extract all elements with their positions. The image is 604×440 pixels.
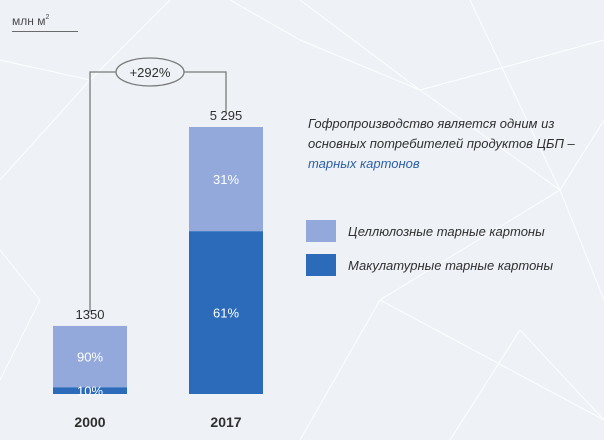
bar-label-2017-cellulose: 31% <box>213 172 239 187</box>
bar-label-2000-recycled: 10% <box>77 384 103 399</box>
description-note: Гофропроизводство является одним из осно… <box>308 114 598 174</box>
legend: Целлюлозные тарные картоны Макулатурные … <box>306 220 553 288</box>
legend-label-recycled: Макулатурные тарные картоны <box>348 257 554 273</box>
legend-swatch-cellulose <box>306 220 336 242</box>
legend-label-cellulose: Целлюлозные тарные картоны <box>348 223 545 239</box>
bar-segment-2000-recycled <box>53 387 127 394</box>
legend-item-recycled: Макулатурные тарные картоны <box>306 254 553 276</box>
bar-segment-2017-recycled <box>189 231 263 394</box>
bar-segment-2000-cellulose <box>53 325 127 388</box>
growth-badge <box>115 57 185 87</box>
bar-total-2000: 1350 <box>76 307 105 322</box>
bar-label-2017-recycled: 61% <box>213 306 239 321</box>
legend-item-cellulose: Целлюлозные тарные картоны <box>306 220 553 242</box>
growth-label: +292% <box>130 65 171 80</box>
legend-swatch-recycled <box>306 254 336 276</box>
description-accent: тарных картонов <box>308 156 420 171</box>
bar-label-2000-cellulose: 90% <box>77 350 103 365</box>
bars-group: 10% 90% 1350 2000 61% 31% 5 295 2017 <box>53 108 263 430</box>
x-tick-2017: 2017 <box>210 414 241 430</box>
x-tick-2000: 2000 <box>74 414 105 430</box>
unit-label: млн м2 <box>12 14 78 32</box>
bar-total-2017: 5 295 <box>210 108 243 123</box>
bar-segment-2017-cellulose <box>189 127 263 232</box>
description-text: Гофропроизводство является одним из осно… <box>308 116 575 151</box>
